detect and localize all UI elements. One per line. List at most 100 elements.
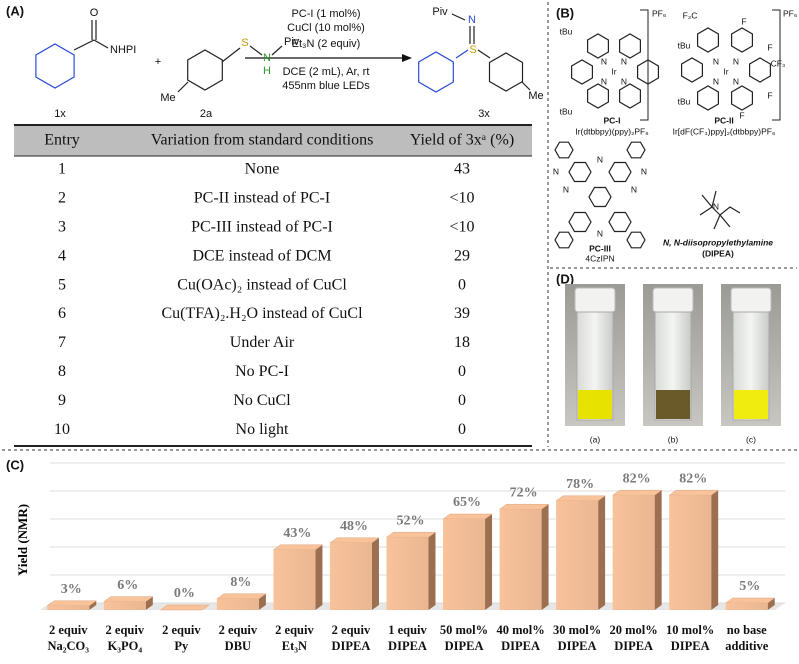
atom-label: Ir [723,66,728,76]
bond [271,45,283,56]
bar-side [371,537,379,610]
table-cell: No CuCl [233,392,291,409]
bar-side [145,596,153,610]
atom-label: N [733,56,739,66]
table-header: Variation from standard conditions [151,132,374,149]
vial-cap [652,287,694,313]
bar-shade [443,519,486,610]
table-cell: 18 [454,334,470,351]
atom: Me [160,92,175,104]
x-tick-label: Na₂CO₃ [48,639,90,653]
value-label: 82% [679,471,707,486]
value-label: 52% [397,513,425,528]
x-tick-label: 1 equiv [388,623,427,637]
value-label: 3% [61,582,82,597]
ring [570,59,594,85]
bond [73,39,95,51]
atom-label: N [713,56,719,66]
bar-shade [499,509,542,610]
bar-side [485,514,493,610]
caption: (b) [668,434,679,444]
ring [608,161,632,183]
table-cell: 43 [454,161,470,178]
x-tick-label: 10 mol% [666,623,714,637]
atom-label: F₃C [683,10,698,20]
vial-liquid [578,390,612,419]
photos: (a) (b) (c) [565,284,781,444]
ring [730,85,754,111]
ring [586,33,610,59]
bar-shade [47,605,90,610]
ring [696,27,720,53]
bar-shade [103,601,146,610]
table-cell: No light [236,421,289,438]
table-cell: 10 [54,421,70,438]
caption: (a) [590,434,601,444]
bar-shade [556,500,599,610]
bond [221,47,241,63]
compound-name: PC-I [604,115,621,125]
compound-formula: Ir(dtbbpy)(ppy)₂PF₆ [575,126,648,136]
ring [568,211,592,233]
bond [249,45,263,56]
table-cell: 6 [58,305,66,322]
bar-side [598,495,606,610]
x-tick-label: Et₃N [282,639,307,653]
value-label: 43% [283,526,311,541]
atom: S [241,37,248,49]
panel-label: (D) [556,271,574,286]
panel-label: (A) [6,3,24,18]
bar-side [315,544,323,610]
atom: H [263,65,271,77]
bar-shade [216,598,259,610]
value-label: 5% [739,579,760,594]
table-cell: DCE instead of DCM [192,247,331,264]
atom-label: N [597,228,603,238]
atom: Me [528,90,543,102]
value-label: 82% [623,471,651,486]
x-tick-label: 2 equiv [332,623,371,637]
x-tick-label: 2 equiv [162,623,201,637]
counterion: PF₆ [783,8,797,18]
x-tick-label: DIPEA [558,639,597,653]
x-tick-label: 30 mol% [553,623,601,637]
x-tick-label: 20 mol% [610,623,658,637]
value-label: 78% [566,477,594,492]
bar-top [611,489,663,496]
x-tick-label: DIPEA [388,639,427,653]
ring [608,211,632,233]
atom-label: tBu [560,26,573,36]
bar-top [668,489,719,496]
vial-cap [574,287,616,313]
atom-label: tBu [560,106,573,116]
table-cell: None [245,161,280,178]
bracket [640,9,781,121]
atom-label: N [641,166,647,176]
ring [554,231,574,249]
atom: N [468,14,476,26]
condition: 455nm blue LEDs [282,80,370,92]
condition: Et₃N (2 equiv) [292,38,361,50]
atom: NHPI [110,44,136,56]
atom-label: N [713,201,719,211]
atom-label: N [601,56,607,66]
bond [521,81,531,91]
atom-label: N [621,76,627,86]
value-label: 65% [453,495,481,510]
x-tick-label: DIPEA [332,639,371,653]
value-label: 48% [340,519,368,534]
compound-name: PC-II [714,115,733,125]
value-label: 72% [510,485,538,500]
x-tick-label: additive [725,639,769,653]
x-tick-label: 2 equiv [106,623,145,637]
ring [618,33,642,59]
table-header: Entry [44,132,80,149]
vial-liquid [656,390,690,419]
table-cell: 8 [58,363,66,380]
compound-label: 2a [200,108,213,120]
table: Entry Variation from standard conditions Y… [44,132,514,438]
ring [636,59,660,85]
bar-shade [612,495,655,610]
compound-formula: (DIPEA) [702,248,734,258]
atom-label: N [621,56,627,66]
